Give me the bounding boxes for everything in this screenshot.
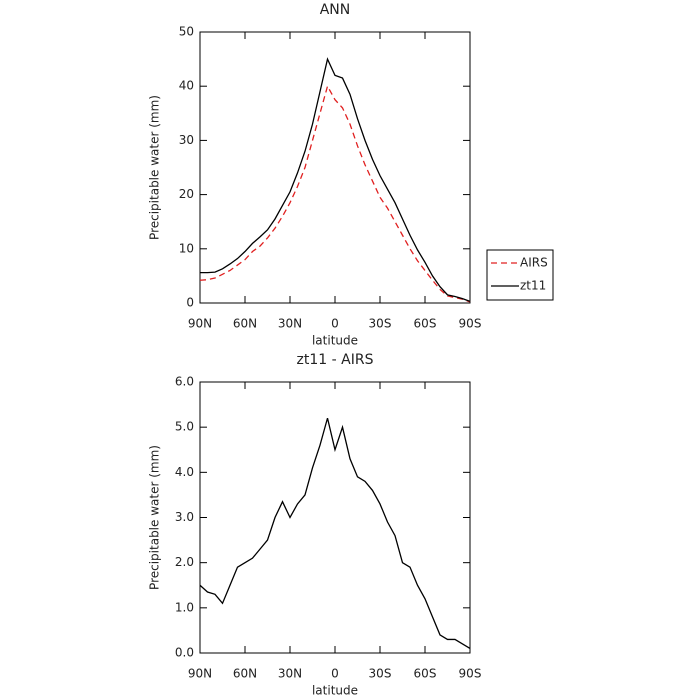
y-tick-label: 40 (179, 79, 194, 93)
data-line (199, 417, 471, 650)
y-tick-label: 50 (179, 25, 194, 39)
plot-frame (199, 381, 471, 654)
y-tick-label: 1.0 (175, 600, 194, 614)
data-line (200, 57, 471, 302)
y-axis-label: Precipitable water (mm) (148, 445, 162, 590)
x-tick-label: 90N (188, 667, 212, 681)
y-tick-label: 30 (179, 133, 194, 147)
chart-title: zt11 - AIRS (297, 352, 374, 368)
x-axis-label: latitude (312, 334, 358, 348)
x-tick-label: 30N (278, 667, 302, 681)
legend-label: AIRS (520, 256, 548, 270)
legend-label: zt11 (520, 279, 546, 293)
x-tick-label: 30S (369, 317, 392, 331)
x-tick-label: 60S (414, 317, 437, 331)
legend-box (486, 249, 554, 301)
y-tick-label: 0 (186, 296, 194, 310)
y-tick-label: 5.0 (175, 420, 194, 434)
y-tick-label: 10 (179, 241, 194, 255)
x-tick-label: 90N (188, 317, 212, 331)
x-tick-label: 30S (369, 667, 392, 681)
y-axis-label: Precipitable water (mm) (148, 95, 162, 240)
y-tick-label: 3.0 (175, 510, 194, 524)
data-line (199, 84, 471, 303)
x-tick-label: 30N (278, 317, 302, 331)
x-tick-label: 0 (331, 317, 339, 331)
y-tick-label: 6.0 (175, 375, 194, 389)
x-tick-label: 60S (414, 667, 437, 681)
chart-title: ANN (320, 2, 351, 18)
x-axis-label: latitude (312, 684, 358, 698)
x-tick-label: 90S (459, 667, 482, 681)
y-tick-label: 20 (179, 187, 194, 201)
y-tick-label: 4.0 (175, 465, 194, 479)
x-tick-label: 60N (233, 317, 257, 331)
y-tick-label: 2.0 (175, 555, 194, 569)
x-tick-label: 60N (233, 667, 257, 681)
y-tick-label: 0.0 (175, 646, 194, 660)
x-tick-label: 0 (331, 667, 339, 681)
x-tick-label: 90S (459, 317, 482, 331)
